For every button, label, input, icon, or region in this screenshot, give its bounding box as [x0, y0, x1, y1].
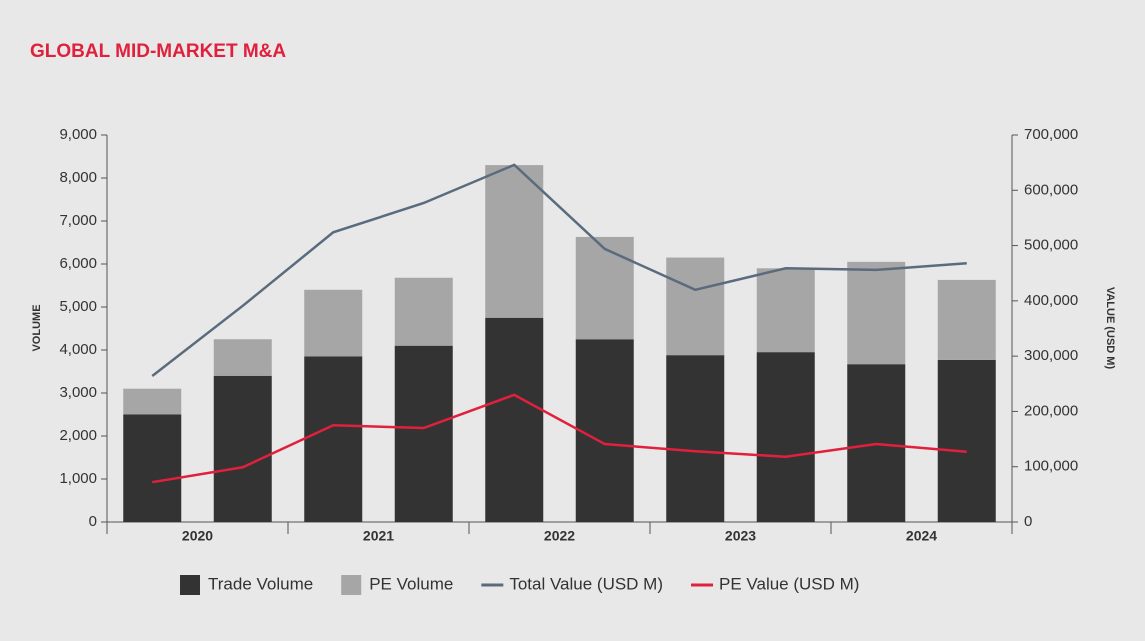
bar: [937, 279, 996, 360]
legend-label: PE Value (USD M): [719, 574, 859, 593]
legend-label: PE Volume: [369, 574, 453, 593]
bar: [304, 356, 363, 522]
x-group-label: 2022: [544, 528, 575, 544]
y2-tick-label: 700,000: [1024, 126, 1078, 143]
chart-title: GLOBAL MID-MARKET M&A: [30, 41, 286, 62]
bar: [123, 414, 182, 522]
y-tick-label: 1,000: [59, 470, 97, 487]
y-tick-label: 4,000: [59, 341, 97, 358]
y-tick-label: 0: [89, 513, 97, 530]
y-tick-label: 2,000: [59, 427, 97, 444]
y2-tick-label: 600,000: [1024, 181, 1078, 198]
y2-tick-label: 400,000: [1024, 292, 1078, 309]
y-tick-label: 6,000: [59, 255, 97, 272]
bar: [847, 261, 906, 365]
y2-tick-label: 100,000: [1024, 458, 1078, 475]
bar: [394, 345, 453, 522]
legend-swatch: [341, 575, 362, 595]
bar: [575, 339, 634, 522]
x-group-label: 2021: [363, 528, 394, 544]
line: [151, 163, 967, 378]
legend-swatch: [180, 575, 200, 595]
x-group-label: 2020: [182, 528, 213, 544]
bar: [485, 317, 544, 522]
bar: [575, 236, 634, 340]
bar: [666, 355, 725, 522]
x-group-label: 2024: [906, 528, 937, 544]
bar: [937, 359, 996, 522]
y-tick-label: 5,000: [59, 298, 97, 315]
line: [152, 393, 967, 484]
y2-tick-label: 200,000: [1024, 402, 1078, 419]
bar: [485, 165, 544, 318]
y-tick-label: 9,000: [59, 126, 97, 143]
y2-tick-label: 500,000: [1024, 237, 1078, 254]
y-tick-label: 7,000: [59, 212, 97, 229]
bar: [213, 375, 272, 522]
bar: [756, 352, 815, 522]
legend-label: Total Value (USD M): [509, 574, 663, 593]
y2-tick-label: 0: [1024, 513, 1032, 530]
y2-tick-label: 300,000: [1024, 347, 1078, 364]
bar: [666, 257, 725, 356]
legend-label: Trade Volume: [208, 574, 313, 593]
y-tick-label: 3,000: [59, 384, 97, 401]
bar: [213, 339, 272, 376]
y-tick-label: 8,000: [59, 169, 97, 186]
bar: [123, 388, 182, 415]
bar: [394, 277, 453, 346]
y-axis-title: VOLUME: [31, 304, 43, 351]
x-group-label: 2023: [725, 528, 756, 544]
y2-axis-title: VALUE (USD M): [1104, 287, 1116, 370]
bar: [756, 268, 815, 353]
bar: [304, 289, 363, 357]
